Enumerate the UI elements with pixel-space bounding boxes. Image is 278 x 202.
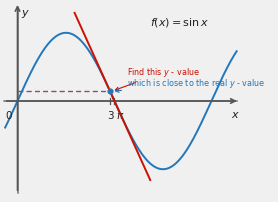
Text: 3: 3 [107, 110, 113, 121]
Text: which is close to the real $y$ - value: which is close to the real $y$ - value [116, 77, 265, 92]
Text: Find this $y$ - value: Find this $y$ - value [115, 66, 200, 90]
Text: $\pi$: $\pi$ [116, 110, 124, 121]
Text: y: y [21, 7, 28, 18]
Text: x: x [232, 110, 239, 120]
Text: 0: 0 [5, 110, 11, 121]
Text: $f(x) = \sin x$: $f(x) = \sin x$ [150, 16, 209, 29]
